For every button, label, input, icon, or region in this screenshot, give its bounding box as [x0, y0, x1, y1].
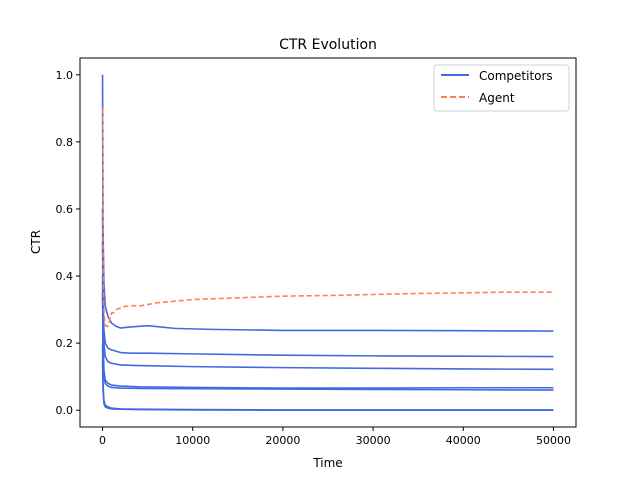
legend-box — [433, 64, 570, 112]
y-tick-label: 1.0 — [56, 69, 74, 82]
ticks-layer: 0 10000 20000 30000 40000 50000 0.0 0.2 0.4 0.6 0.… — [56, 69, 571, 447]
y-axis-label: CTR — [29, 230, 43, 254]
y-tick-label: 0.0 — [56, 404, 74, 417]
y-tick-label: 0.2 — [56, 337, 74, 350]
x-axis-label: Time — [312, 456, 342, 470]
x-tick-label: 40000 — [446, 434, 481, 447]
competitor-series-line-3 — [101, 242, 554, 371]
y-tick-label: 0.4 — [56, 270, 74, 283]
competitor-series-line-2 — [101, 208, 554, 358]
x-tick-label: 30000 — [356, 434, 391, 447]
x-tick-label: 20000 — [265, 434, 300, 447]
x-tick-label: 50000 — [536, 434, 571, 447]
competitor-series-line-5 — [101, 292, 554, 391]
legend: Competitors Agent — [433, 64, 570, 112]
x-tick-label: 10000 — [175, 434, 210, 447]
legend-label-competitors: Competitors — [479, 69, 553, 83]
x-tick-label: 0 — [99, 434, 106, 447]
competitor-series-line-1 — [101, 74, 554, 332]
agent-series-line — [101, 108, 554, 328]
legend-label-agent: Agent — [479, 91, 515, 105]
y-tick-label: 0.8 — [56, 136, 74, 149]
plot-area-frame — [79, 57, 577, 428]
competitor-series-line-7 — [101, 359, 554, 412]
chart-title: CTR Evolution — [279, 37, 377, 53]
y-tick-label: 0.6 — [56, 203, 74, 216]
series-layer — [101, 74, 554, 412]
